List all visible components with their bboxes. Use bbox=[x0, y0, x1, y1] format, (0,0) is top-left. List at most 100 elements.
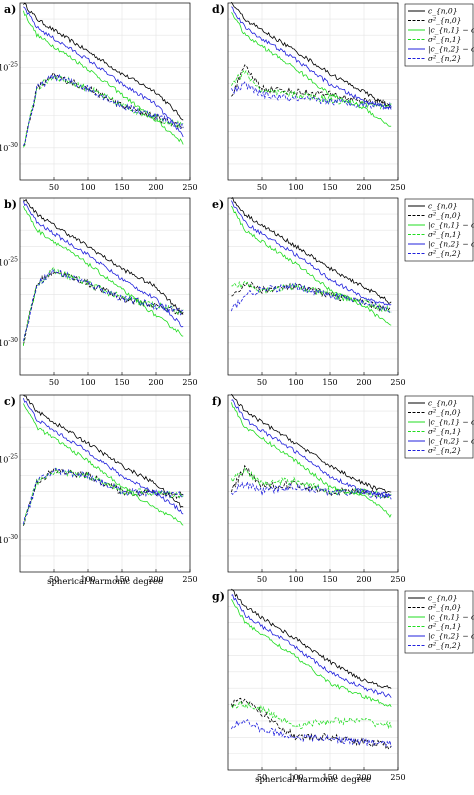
series-line bbox=[231, 480, 392, 500]
series-line bbox=[23, 198, 184, 315]
y-tick-label: 10-25 bbox=[0, 256, 18, 267]
panel-g: 50 100 150 200 250 g) bbox=[212, 588, 406, 782]
axes-frame bbox=[19, 394, 191, 573]
series-line bbox=[231, 467, 392, 499]
x-tick-label: 250 bbox=[182, 183, 197, 192]
legend-label: c_{n,0} bbox=[428, 7, 457, 16]
x-tick-label: 150 bbox=[114, 183, 129, 192]
axes-frame bbox=[227, 589, 399, 771]
x-tick-label: 200 bbox=[356, 773, 371, 782]
series-line bbox=[23, 397, 184, 515]
legend-label: |c_{n,2} − c_{n,0}| bbox=[428, 437, 474, 446]
series-line bbox=[23, 268, 184, 342]
panel-f: 50 100 150 200 250 f) bbox=[212, 393, 406, 584]
series-line bbox=[231, 197, 392, 304]
series-line bbox=[231, 402, 392, 518]
legend-label: c_{n,0} bbox=[428, 399, 457, 408]
x-tick-label: 50 bbox=[257, 183, 267, 192]
series-line bbox=[23, 270, 184, 345]
x-tick-label: 150 bbox=[114, 378, 129, 387]
x-tick-label: 200 bbox=[148, 183, 163, 192]
series-line bbox=[231, 393, 392, 494]
legend-label: σ²_{n,0} bbox=[428, 211, 461, 220]
x-tick-label: 150 bbox=[114, 575, 129, 584]
x-tick-label: 50 bbox=[49, 183, 59, 192]
series-line bbox=[231, 81, 392, 111]
panel-b: 50 100 150 200 250 10-25 10-30 b) bbox=[0, 197, 198, 387]
x-tick-label: 100 bbox=[288, 575, 303, 584]
series-line bbox=[23, 2, 184, 121]
x-tick-label: 100 bbox=[80, 183, 95, 192]
x-tick-label: 150 bbox=[322, 378, 337, 387]
legend-label: σ²_{n,0} bbox=[428, 408, 461, 417]
series-line bbox=[23, 200, 184, 328]
legend-box bbox=[404, 198, 474, 262]
legend: c_{n,0}σ²_{n,0}|c_{n,1} − c_{n,0}|σ²_{n,… bbox=[404, 590, 474, 654]
legend-label: c_{n,0} bbox=[428, 594, 457, 603]
x-tick-label: 200 bbox=[356, 378, 371, 387]
series-line bbox=[23, 467, 184, 526]
x-axis-label: spherical harmonic degree bbox=[47, 577, 163, 587]
x-tick-label: 250 bbox=[390, 575, 405, 584]
legend: c_{n,0}σ²_{n,0}|c_{n,1} − c_{n,0}|σ²_{n,… bbox=[404, 395, 474, 459]
legend-label: |c_{n,1} − c_{n,0}| bbox=[428, 418, 474, 427]
x-tick-label: 200 bbox=[356, 575, 371, 584]
x-tick-label: 250 bbox=[390, 773, 405, 782]
legend-label: σ²_{n,1} bbox=[428, 230, 461, 239]
x-tick-label: 50 bbox=[257, 773, 267, 782]
series-line bbox=[23, 74, 184, 148]
x-tick-label: 100 bbox=[80, 575, 95, 584]
legend-label: σ²_{n,1} bbox=[428, 622, 461, 631]
panel-c: 50 100 150 200 250 10-25 10-30 c) bbox=[0, 394, 198, 584]
x-tick-label: 150 bbox=[322, 773, 337, 782]
y-tick-label: 10-30 bbox=[0, 534, 18, 545]
x-tick-label: 100 bbox=[288, 183, 303, 192]
panel-e: 50 100 150 200 250 e) bbox=[212, 197, 406, 387]
legend-label: |c_{n,1} − c_{n,0}| bbox=[428, 221, 474, 230]
series-line bbox=[231, 1, 392, 109]
x-tick-label: 50 bbox=[257, 378, 267, 387]
x-tick-label: 100 bbox=[288, 773, 303, 782]
series-line bbox=[23, 72, 184, 147]
series-line bbox=[231, 700, 392, 730]
panel-a: 50 100 150 200 250 10-25 10-30 a) bbox=[0, 2, 198, 192]
panel-label: b) bbox=[4, 198, 17, 211]
series-line bbox=[231, 588, 392, 689]
legend-label: σ²_{n,1} bbox=[428, 35, 461, 44]
legend-label: σ²_{n,2} bbox=[428, 641, 461, 650]
x-tick-label: 50 bbox=[257, 575, 267, 584]
panel-label: c) bbox=[4, 395, 16, 408]
x-tick-label: 100 bbox=[80, 378, 95, 387]
y-tick-label: 10-25 bbox=[0, 61, 18, 72]
legend-label: σ²_{n,2} bbox=[428, 54, 461, 63]
y-tick-label: 10-30 bbox=[0, 142, 18, 153]
panel-label: g) bbox=[212, 590, 225, 603]
x-tick-label: 250 bbox=[390, 183, 405, 192]
x-tick-label: 50 bbox=[49, 378, 59, 387]
legend-label: |c_{n,1} − c_{n,0}| bbox=[428, 26, 474, 35]
x-tick-label: 50 bbox=[49, 575, 59, 584]
series-line bbox=[231, 64, 392, 108]
legend-label: σ²_{n,1} bbox=[428, 427, 461, 436]
x-tick-label: 250 bbox=[390, 378, 405, 387]
legend-label: σ²_{n,2} bbox=[428, 249, 461, 258]
series-line bbox=[231, 282, 392, 314]
legend: c_{n,0}σ²_{n,0}|c_{n,1} − c_{n,0}|σ²_{n,… bbox=[404, 3, 474, 67]
series-line bbox=[231, 464, 392, 500]
y-tick-label: 10-30 bbox=[0, 337, 18, 348]
axes-frame bbox=[227, 197, 399, 376]
series-line bbox=[23, 205, 184, 337]
panel-d: 50 100 150 200 250 d) bbox=[212, 1, 406, 192]
x-tick-label: 100 bbox=[288, 378, 303, 387]
series-line bbox=[231, 280, 392, 313]
x-tick-label: 200 bbox=[148, 378, 163, 387]
series-line bbox=[23, 72, 184, 146]
axes-frame bbox=[227, 2, 399, 181]
legend-box bbox=[404, 3, 474, 67]
legend: c_{n,0}σ²_{n,0}|c_{n,1} − c_{n,0}|σ²_{n,… bbox=[404, 198, 474, 262]
x-tick-label: 150 bbox=[322, 575, 337, 584]
axes-frame bbox=[19, 197, 191, 376]
series-line bbox=[23, 403, 184, 526]
x-tick-label: 200 bbox=[148, 575, 163, 584]
